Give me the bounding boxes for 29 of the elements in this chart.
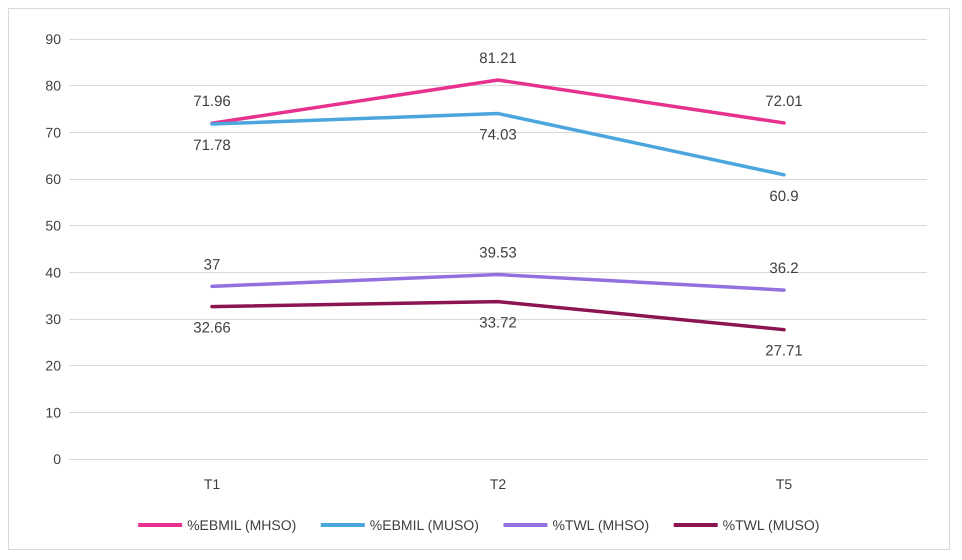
y-tick-label: 0 xyxy=(53,451,62,467)
y-tick-label: 10 xyxy=(45,404,62,420)
data-label: 39.53 xyxy=(479,244,517,262)
y-tick-label: 70 xyxy=(45,124,62,140)
x-tick-label: T5 xyxy=(776,476,792,492)
legend-label: %EBMIL (MHSO) xyxy=(187,517,296,533)
data-label: 32.66 xyxy=(193,320,231,337)
y-tick-label: 80 xyxy=(45,78,62,94)
data-label: 36.2 xyxy=(769,260,799,278)
y-tick-label: 90 xyxy=(45,31,62,47)
x-tick-label: T1 xyxy=(204,476,220,492)
legend-label: %EBMIL (MUSO) xyxy=(370,517,479,533)
y-tick-label: 60 xyxy=(45,171,62,187)
data-label: 71.96 xyxy=(193,93,231,110)
data-label: 72.01 xyxy=(765,92,803,110)
y-tick-label: 20 xyxy=(45,358,62,374)
data-label: 60.9 xyxy=(769,188,799,205)
y-tick-label: 50 xyxy=(45,218,62,234)
data-label: 33.72 xyxy=(479,314,517,332)
x-tick-label: T2 xyxy=(490,476,506,492)
data-label: 74.03 xyxy=(479,126,517,144)
data-label: 71.78 xyxy=(193,137,231,154)
y-tick-label: 30 xyxy=(45,311,62,327)
data-label: 81.21 xyxy=(479,50,517,68)
data-label: 37 xyxy=(204,256,220,274)
y-tick-label: 40 xyxy=(45,264,62,280)
data-label: 27.71 xyxy=(765,342,803,360)
legend-label: %TWL (MUSO) xyxy=(722,517,820,533)
legend-label: %TWL (MHSO) xyxy=(552,517,650,533)
